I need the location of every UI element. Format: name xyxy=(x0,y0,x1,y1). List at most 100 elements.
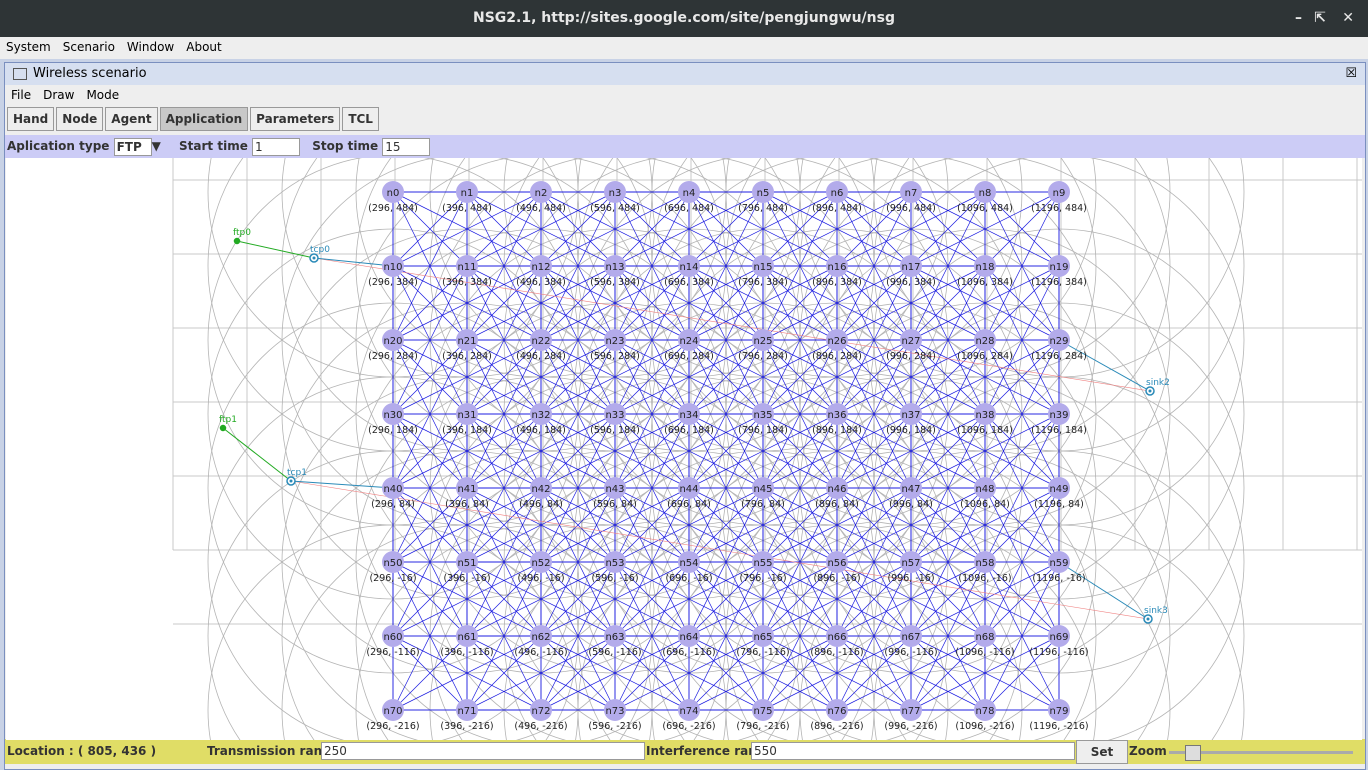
window-title: Wireless scenario xyxy=(33,66,147,81)
link xyxy=(910,413,1060,489)
node-label: n16 xyxy=(827,262,846,273)
link xyxy=(836,339,986,415)
attach-line xyxy=(222,427,292,482)
tool-button[interactable]: Agent xyxy=(105,107,158,131)
node xyxy=(752,551,774,573)
node-coord: (496, 484) xyxy=(516,203,566,214)
link xyxy=(614,487,690,563)
node-label: n26 xyxy=(827,336,846,347)
link xyxy=(688,339,838,415)
link xyxy=(688,561,838,637)
link xyxy=(614,191,690,267)
link xyxy=(836,487,986,563)
flow-line xyxy=(290,480,1149,620)
node-label: n27 xyxy=(901,336,920,347)
menu-item[interactable]: Draw xyxy=(43,88,75,102)
node-coord: (896, -16) xyxy=(813,573,860,584)
agent-dot xyxy=(312,256,316,260)
tool-button[interactable]: Parameters xyxy=(250,107,341,131)
node-label: n20 xyxy=(383,336,402,347)
node-coord: (396, -216) xyxy=(440,721,493,732)
link xyxy=(836,265,912,341)
agent-label: tcp0 xyxy=(310,245,330,255)
link xyxy=(466,635,616,711)
node-coord: (296, -16) xyxy=(369,573,416,584)
tool-button[interactable]: Hand xyxy=(7,107,55,131)
node xyxy=(974,255,996,277)
node-coord: (1096, 184) xyxy=(957,425,1013,436)
attach-line xyxy=(1058,339,1151,392)
menu-item[interactable]: Mode xyxy=(86,88,120,102)
link xyxy=(540,339,690,415)
tool-button[interactable]: Application xyxy=(159,107,249,131)
node-label: n33 xyxy=(605,410,624,421)
agent-dot xyxy=(1146,617,1150,621)
menu-item[interactable]: Window xyxy=(126,40,175,54)
link xyxy=(540,413,690,489)
node xyxy=(900,551,922,573)
node xyxy=(826,329,848,351)
menu-item[interactable]: System xyxy=(6,40,51,54)
node xyxy=(974,625,996,647)
node-label: n41 xyxy=(457,484,476,495)
node-coord: (896, 284) xyxy=(812,351,862,362)
tool-button[interactable]: TCL xyxy=(342,107,379,131)
field-label: Transmission range xyxy=(207,744,339,758)
window-close[interactable]: ☒ xyxy=(1345,66,1357,81)
node-coord: (696, 284) xyxy=(664,351,714,362)
close[interactable]: ✕ xyxy=(1342,10,1354,26)
zoom-slider[interactable] xyxy=(1169,751,1353,754)
if-range-input[interactable]: 550 xyxy=(751,742,1075,760)
node-label: n61 xyxy=(457,632,476,643)
node xyxy=(382,625,404,647)
node xyxy=(752,181,774,203)
set-button[interactable]: Set xyxy=(1076,740,1128,764)
node xyxy=(900,477,922,499)
node-label: n55 xyxy=(753,558,772,569)
link xyxy=(836,265,986,341)
node-label: n14 xyxy=(679,262,698,273)
title-bar: NSG2.1, http://sites.google.com/site/pen… xyxy=(0,0,1368,37)
node-coord: (1096, 484) xyxy=(957,203,1013,214)
link xyxy=(466,339,542,415)
node-label: n39 xyxy=(1049,410,1068,421)
agent-label: sink2 xyxy=(1146,378,1170,388)
node xyxy=(900,403,922,425)
link xyxy=(540,635,616,711)
node-label: n37 xyxy=(901,410,920,421)
app-type-select[interactable]: FTP xyxy=(113,137,152,156)
link xyxy=(984,413,1060,489)
stop-time-input[interactable]: 15 xyxy=(382,137,431,156)
link xyxy=(614,413,764,489)
node-label: n18 xyxy=(975,262,994,273)
link xyxy=(762,413,838,489)
tx-range-input[interactable]: 250 xyxy=(321,742,645,760)
node xyxy=(530,699,552,721)
node xyxy=(752,477,774,499)
node-coord: (596, 84) xyxy=(593,499,637,510)
link xyxy=(466,487,542,563)
scenario-canvas[interactable]: ftp0 tcp0 ftp1 tcp1 sink2 sink3 n0 (296, 484) n1… xyxy=(6,158,1362,740)
node-label: n50 xyxy=(383,558,402,569)
start-time-input[interactable]: 1 xyxy=(252,137,301,156)
zoom-thumb[interactable] xyxy=(1185,745,1201,761)
link xyxy=(836,191,986,267)
link xyxy=(762,561,838,637)
node-coord: (496, -116) xyxy=(514,647,567,658)
node-label: n62 xyxy=(531,632,550,643)
node-label: n64 xyxy=(679,632,698,643)
node xyxy=(826,699,848,721)
tool-button[interactable]: Node xyxy=(56,107,104,131)
link xyxy=(540,191,690,267)
restore[interactable]: ⇱ xyxy=(1314,10,1326,26)
minimize[interactable]: – xyxy=(1295,10,1302,26)
node-label: n67 xyxy=(901,632,920,643)
node-label: n59 xyxy=(1049,558,1068,569)
node xyxy=(456,403,478,425)
link xyxy=(984,339,1060,415)
menu-item[interactable]: File xyxy=(11,88,32,102)
node xyxy=(900,255,922,277)
node-label: n19 xyxy=(1049,262,1068,273)
menu-item[interactable]: About xyxy=(186,40,222,54)
menu-item[interactable]: Scenario xyxy=(62,40,115,54)
